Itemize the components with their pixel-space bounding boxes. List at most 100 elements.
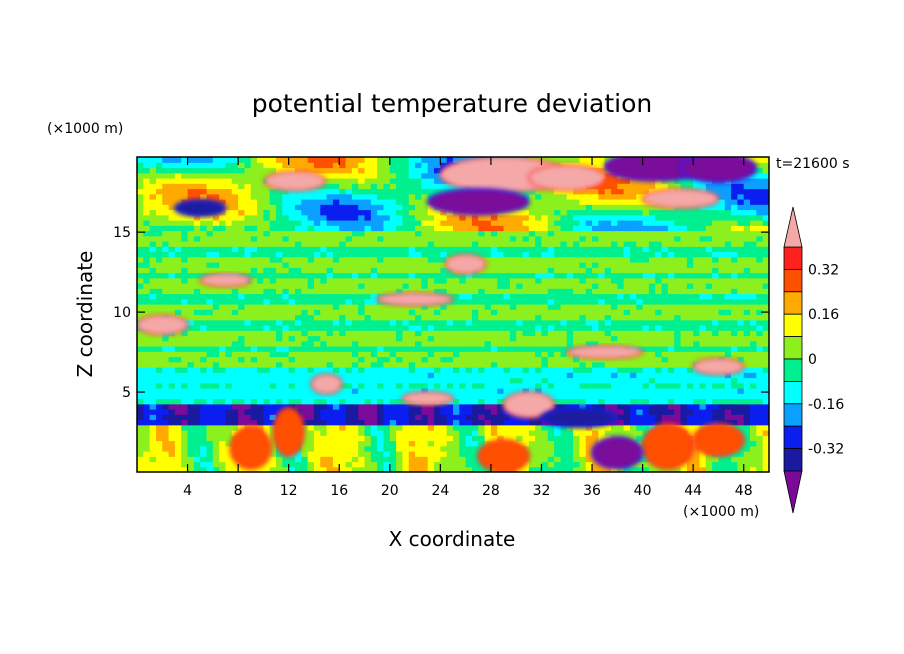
heatmap-cell: [193, 388, 201, 394]
heatmap-cell: [453, 445, 460, 452]
heatmap-cell: [143, 440, 151, 447]
heatmap-cell: [149, 246, 157, 253]
heatmap-cell: [522, 235, 530, 242]
heatmap-cell: [212, 319, 220, 326]
heatmap-cell: [421, 241, 429, 247]
heatmap-cell: [402, 351, 410, 358]
heatmap-cell: [402, 277, 410, 284]
heatmap-cell: [206, 461, 214, 468]
heatmap-cell: [459, 382, 467, 389]
heatmap-cell: [396, 424, 404, 431]
heatmap-cell: [509, 225, 517, 232]
heatmap-cell: [440, 209, 448, 216]
heatmap-cell: [535, 388, 543, 394]
heatmap-cell: [282, 188, 290, 195]
heatmap-cell: [282, 340, 290, 347]
heatmap-cell: [212, 424, 220, 431]
heatmap-cell: [408, 167, 416, 174]
heatmap-cell: [490, 319, 498, 326]
heatmap-cell: [295, 209, 302, 216]
heatmap-cell: [326, 298, 334, 305]
heatmap-cell: [181, 388, 189, 394]
heatmap-cell: [383, 461, 391, 468]
heatmap-cell: [389, 188, 397, 195]
heatmap-cell: [471, 246, 479, 253]
heatmap-cell: [282, 314, 290, 321]
heatmap-cell: [585, 298, 593, 305]
heatmap-cell: [389, 277, 397, 284]
heatmap-cell: [453, 388, 460, 394]
heatmap-cell: [535, 330, 543, 337]
heatmap-cell: [168, 204, 176, 211]
heatmap-cell: [181, 430, 189, 436]
heatmap-cell: [383, 440, 391, 447]
heatmap-cell: [257, 246, 264, 253]
heatmap-cell: [370, 298, 378, 305]
heatmap-cell: [377, 314, 385, 321]
heatmap-cell: [307, 351, 315, 358]
heatmap-cell: [459, 466, 467, 472]
heatmap-cell: [642, 188, 650, 195]
heatmap-cell: [276, 330, 283, 337]
heatmap-cell: [313, 325, 321, 331]
heatmap-cell: [250, 267, 258, 274]
heatmap-cell: [408, 340, 416, 347]
heatmap-cell: [162, 298, 170, 305]
heatmap-cell: [276, 199, 283, 205]
heatmap-cell: [490, 435, 498, 442]
heatmap-cell: [459, 440, 467, 447]
heatmap-cell: [339, 461, 347, 468]
heatmap-cell: [554, 451, 562, 457]
heatmap-cell: [320, 183, 328, 190]
heatmap-cell: [358, 319, 366, 326]
heatmap-cell: [598, 283, 606, 289]
heatmap-cell: [250, 346, 258, 352]
heatmap-cell: [301, 325, 309, 331]
heatmap-cell: [402, 346, 410, 352]
heatmap-cell: [276, 293, 283, 300]
heatmap-cell: [516, 356, 524, 363]
heatmap-cell: [389, 445, 397, 452]
heatmap-cell: [326, 314, 334, 321]
heatmap-cell: [238, 230, 246, 237]
heatmap-cell: [326, 367, 334, 373]
heatmap-cell: [313, 456, 321, 463]
heatmap-cell: [263, 361, 271, 368]
heatmap-cell: [566, 262, 574, 268]
heatmap-cell: [396, 188, 404, 195]
heatmap-cell: [541, 230, 549, 237]
heatmap-cell: [617, 340, 625, 347]
heatmap-cell: [554, 430, 562, 436]
heatmap-cell: [231, 214, 239, 221]
heatmap-cell: [225, 414, 233, 421]
heatmap-cell: [181, 162, 189, 169]
heatmap-cell: [143, 456, 151, 463]
heatmap-cell: [592, 157, 599, 163]
heatmap-cell: [573, 335, 580, 342]
heatmap-cell: [554, 445, 562, 452]
heatmap-cell: [585, 225, 593, 232]
heatmap-cell: [535, 319, 543, 326]
heatmap-cell: [421, 356, 429, 363]
heatmap-cell: [200, 409, 208, 415]
heatmap-cell: [636, 277, 644, 284]
heatmap-cell: [617, 251, 625, 258]
heatmap-cell: [446, 419, 454, 426]
heatmap-cell: [440, 409, 448, 415]
heatmap-cell: [162, 162, 170, 169]
heatmap-cell: [471, 440, 479, 447]
heatmap-cell: [598, 230, 606, 237]
heatmap-cell: [566, 235, 574, 242]
heatmap-cell: [516, 298, 524, 305]
heatmap-cell: [263, 204, 271, 211]
heatmap-cell: [389, 414, 397, 421]
heatmap-cell: [611, 235, 618, 242]
heatmap-cell: [231, 372, 239, 379]
heatmap-cell: [339, 209, 347, 216]
heatmap-cell: [636, 246, 644, 253]
heatmap-cell: [573, 314, 580, 321]
heatmap-cell: [320, 246, 328, 253]
heatmap-cell: [181, 419, 189, 426]
heatmap-cell: [162, 414, 170, 421]
